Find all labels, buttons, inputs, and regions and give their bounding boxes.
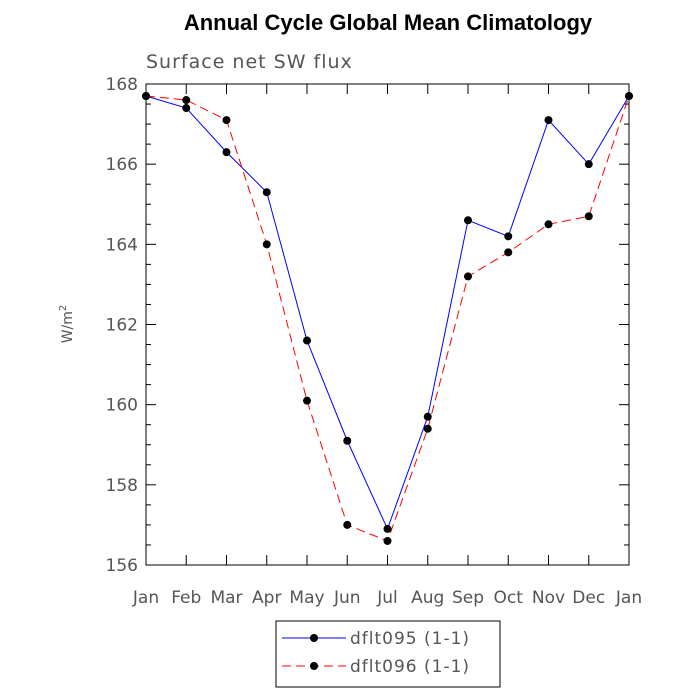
series-2-point <box>544 220 553 229</box>
x-tick-label: Sep <box>452 588 484 608</box>
series-1-point <box>464 216 472 225</box>
series-2-point <box>464 272 472 281</box>
x-tick-label: Nov <box>532 588 565 608</box>
series-2-point <box>182 96 191 105</box>
legend-marker-2 <box>310 662 318 670</box>
series-2-point <box>142 92 150 101</box>
chart-subtitle: Surface net SW flux <box>146 51 353 73</box>
x-tick-label: Jan <box>132 588 159 608</box>
legend-marker-1 <box>310 634 318 642</box>
series-2-point <box>504 248 513 257</box>
series-2-point <box>584 212 593 221</box>
series-line-1 <box>145 95 630 531</box>
axis-labels: Jan Feb Mar Apr May Jun Jul Aug Sep Oct Nov Dec Jan 1… <box>106 75 643 608</box>
series-line-2 <box>145 95 630 542</box>
series-1-point <box>383 524 392 533</box>
y-tick-label: 160 <box>106 396 138 416</box>
series-1-point <box>222 148 231 157</box>
y-tick-label: 158 <box>106 476 138 496</box>
series-2-point <box>383 536 392 545</box>
axis-ticks <box>145 83 630 566</box>
series-1-point <box>303 336 311 345</box>
series-2-point <box>303 396 311 405</box>
series-2-point <box>625 92 633 101</box>
series-1-point <box>504 232 513 241</box>
series-1-point <box>544 116 553 125</box>
y-tick-label: 166 <box>106 155 138 175</box>
series-1-point <box>262 188 271 197</box>
series-2-point <box>222 116 231 125</box>
chart-title: Annual Cycle Global Mean Climatology <box>184 10 593 35</box>
y-tick-label: 156 <box>106 556 138 576</box>
x-tick-label: Jun <box>333 588 361 608</box>
legend-label-1: dflt095 (1-1) <box>350 629 470 649</box>
series-1-point <box>343 436 352 445</box>
x-tick-label: May <box>289 588 324 608</box>
x-tick-label: Jul <box>376 588 398 608</box>
y-tick-label: 168 <box>106 75 138 95</box>
y-axis-label: W/m2 <box>58 305 76 344</box>
series-2-point <box>262 240 271 249</box>
x-tick-label: Jan <box>615 588 642 608</box>
plot-frame <box>145 83 630 566</box>
x-tick-label: Oct <box>494 588 524 608</box>
x-tick-label: Apr <box>252 588 281 608</box>
y-axis-label-base: W/m <box>60 311 76 343</box>
legend <box>275 620 501 688</box>
series-1-point <box>182 104 191 113</box>
x-tick-label: Dec <box>572 588 605 608</box>
series-layer <box>142 92 633 545</box>
x-tick-label: Aug <box>411 588 444 608</box>
legend-items: dflt095 (1-1) dflt096 (1-1) <box>282 629 470 677</box>
x-tick-label: Mar <box>210 588 242 608</box>
y-tick-label: 162 <box>106 316 138 336</box>
series-2-point <box>423 424 432 433</box>
legend-label-2: dflt096 (1-1) <box>350 657 470 677</box>
series-1-point <box>584 160 593 169</box>
series-2-point <box>343 520 352 529</box>
series-1-point <box>423 412 432 421</box>
y-axis-label-superscript: 2 <box>58 305 69 311</box>
x-tick-label: Feb <box>171 588 201 608</box>
y-tick-label: 164 <box>106 235 138 255</box>
